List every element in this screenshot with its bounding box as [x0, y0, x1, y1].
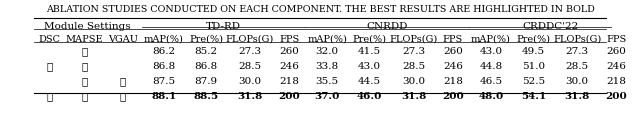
Text: 43.0: 43.0: [358, 62, 381, 71]
Text: 33.8: 33.8: [316, 62, 339, 71]
Text: 43.0: 43.0: [479, 47, 502, 56]
Text: 30.0: 30.0: [238, 77, 261, 86]
Text: ✓: ✓: [82, 77, 88, 86]
Text: ✓: ✓: [120, 92, 126, 101]
Text: 28.5: 28.5: [238, 62, 261, 71]
Text: mAP(%): mAP(%): [307, 35, 348, 44]
Text: 200: 200: [605, 92, 627, 101]
Text: 27.3: 27.3: [566, 47, 589, 56]
Text: 28.5: 28.5: [566, 62, 589, 71]
Text: VGAU: VGAU: [108, 35, 138, 44]
Text: 246: 246: [607, 62, 627, 71]
Text: ✓: ✓: [82, 47, 88, 56]
Text: CRDDC'22: CRDDC'22: [523, 22, 579, 31]
Text: 35.5: 35.5: [316, 77, 339, 86]
Text: mAP(%): mAP(%): [144, 35, 184, 44]
Text: 54.1: 54.1: [521, 92, 546, 101]
Text: ✓: ✓: [82, 62, 88, 71]
Text: 44.8: 44.8: [479, 62, 502, 71]
Text: 218: 218: [443, 77, 463, 86]
Text: FLOPs(G): FLOPs(G): [553, 35, 602, 44]
Text: 44.5: 44.5: [358, 77, 381, 86]
Text: FPS: FPS: [443, 35, 463, 44]
Text: DSC: DSC: [38, 35, 61, 44]
Text: 30.0: 30.0: [566, 77, 589, 86]
Text: 37.0: 37.0: [315, 92, 340, 101]
Text: 88.1: 88.1: [151, 92, 176, 101]
Text: 46.0: 46.0: [357, 92, 382, 101]
Text: Module Settings: Module Settings: [44, 22, 131, 31]
Text: 31.8: 31.8: [401, 92, 426, 101]
Text: MAPSE: MAPSE: [66, 35, 104, 44]
Text: FPS: FPS: [607, 35, 627, 44]
Text: 48.0: 48.0: [478, 92, 504, 101]
Text: 200: 200: [442, 92, 464, 101]
Text: 260: 260: [280, 47, 300, 56]
Text: Pre(%): Pre(%): [189, 35, 223, 44]
Text: 86.8: 86.8: [152, 62, 175, 71]
Text: ✓: ✓: [120, 77, 126, 86]
Text: 87.5: 87.5: [152, 77, 175, 86]
Text: FPS: FPS: [279, 35, 300, 44]
Text: 87.9: 87.9: [195, 77, 218, 86]
Text: Pre(%): Pre(%): [353, 35, 387, 44]
Text: 85.2: 85.2: [195, 47, 218, 56]
Text: 88.5: 88.5: [193, 92, 219, 101]
Text: TD-RD: TD-RD: [206, 22, 241, 31]
Text: 51.0: 51.0: [522, 62, 545, 71]
Text: 218: 218: [607, 77, 627, 86]
Text: 260: 260: [607, 47, 627, 56]
Text: 46.5: 46.5: [479, 77, 502, 86]
Text: 246: 246: [280, 62, 300, 71]
Text: 28.5: 28.5: [402, 62, 425, 71]
Text: 260: 260: [443, 47, 463, 56]
Text: 246: 246: [443, 62, 463, 71]
Text: 27.3: 27.3: [238, 47, 261, 56]
Text: CNRDD: CNRDD: [367, 22, 408, 31]
Text: 41.5: 41.5: [358, 47, 381, 56]
Text: 27.3: 27.3: [402, 47, 425, 56]
Text: 49.5: 49.5: [522, 47, 545, 56]
Text: ABLATION STUDIES CONDUCTED ON EACH COMPONENT. THE BEST RESULTS ARE HIGHLIGHTED I: ABLATION STUDIES CONDUCTED ON EACH COMPO…: [45, 5, 595, 14]
Text: 52.5: 52.5: [522, 77, 545, 86]
Text: 30.0: 30.0: [402, 77, 425, 86]
Text: 86.2: 86.2: [152, 47, 175, 56]
Text: Pre(%): Pre(%): [516, 35, 550, 44]
Text: ✓: ✓: [47, 62, 53, 71]
Text: 218: 218: [280, 77, 300, 86]
Text: ✓: ✓: [82, 92, 88, 101]
Text: 31.8: 31.8: [564, 92, 590, 101]
Text: 32.0: 32.0: [316, 47, 339, 56]
Text: FLOPs(G): FLOPs(G): [389, 35, 438, 44]
Text: mAP(%): mAP(%): [471, 35, 511, 44]
Text: 31.8: 31.8: [237, 92, 262, 101]
Text: ✓: ✓: [47, 92, 53, 101]
Text: 86.8: 86.8: [195, 62, 218, 71]
Text: FLOPs(G): FLOPs(G): [226, 35, 274, 44]
Text: 200: 200: [278, 92, 300, 101]
